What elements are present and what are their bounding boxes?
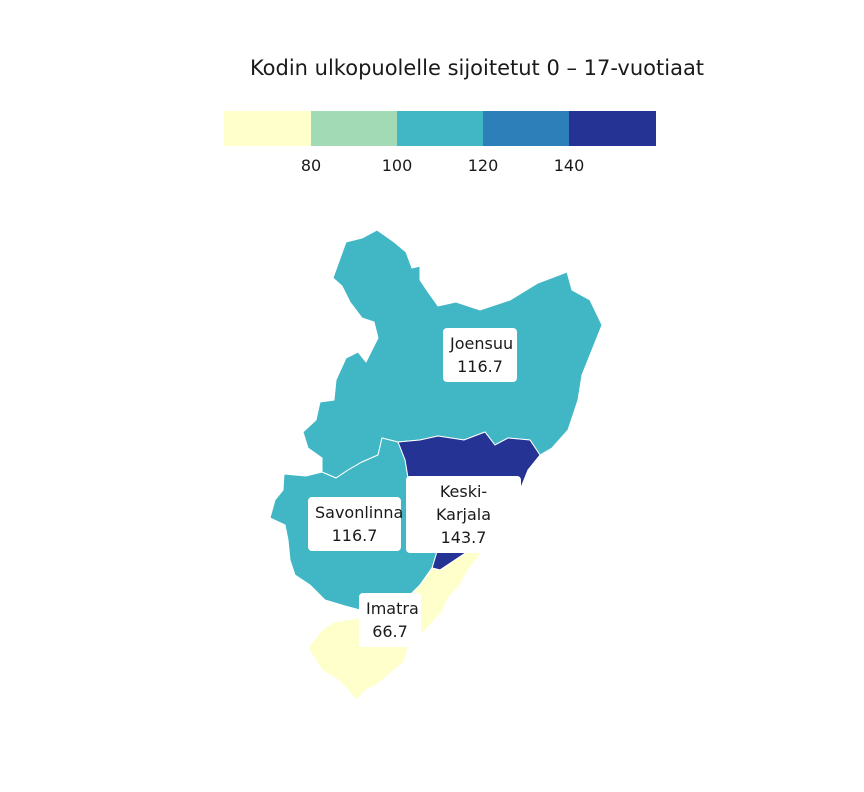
region-label-imatra: Imatra 66.7 <box>359 593 421 647</box>
legend-swatch-5 <box>569 111 656 146</box>
region-label-joensuu: Joensuu 116.7 <box>443 328 517 382</box>
region-label-keski-karjala: Keski-Karjala 143.7 <box>406 476 521 553</box>
legend-swatch-2 <box>311 111 397 146</box>
region-name: Savonlinna <box>315 503 404 522</box>
region-value: 143.7 <box>440 528 487 547</box>
legend-tick-100: 100 <box>381 156 413 175</box>
legend-swatch-4 <box>483 111 569 146</box>
legend-tick-120: 120 <box>467 156 499 175</box>
region-name: Keski-Karjala <box>435 482 492 524</box>
map-title: Kodin ulkopuolelle sijoitetut 0 – 17-vuo… <box>249 56 705 80</box>
legend-tick-80: 80 <box>300 156 322 175</box>
legend-tick-140: 140 <box>553 156 585 175</box>
region-label-savonlinna: Savonlinna 116.7 <box>308 497 404 551</box>
region-value: 66.7 <box>372 622 408 641</box>
legend-swatch-3 <box>397 111 483 146</box>
region-value: 116.7 <box>457 357 503 376</box>
legend-swatch-1 <box>224 111 311 146</box>
region-name: Imatra <box>366 599 419 618</box>
region-value: 116.7 <box>331 526 378 545</box>
region-name: Joensuu <box>450 334 514 353</box>
